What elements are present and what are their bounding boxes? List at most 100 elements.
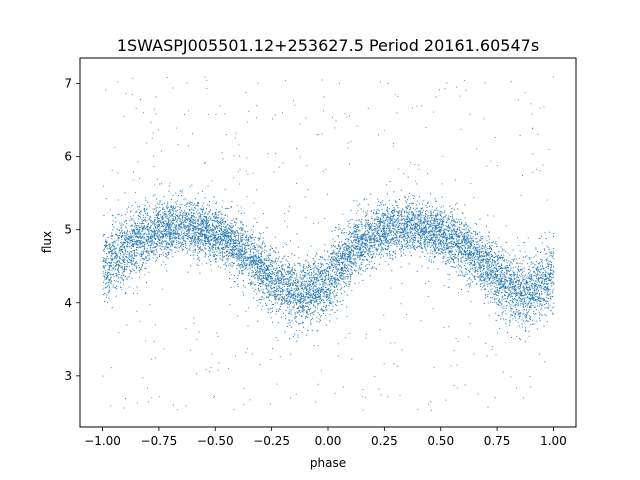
scatter-point [189,201,191,203]
scatter-point [380,249,382,251]
scatter-point [120,236,122,238]
scatter-point [130,270,132,272]
scatter-point [315,288,317,290]
scatter-point [129,238,131,240]
scatter-point [506,280,508,281]
scatter-point [319,283,321,285]
scatter-point [231,220,233,221]
scatter-point [472,259,474,261]
scatter-point [307,296,309,298]
scatter-point [347,248,349,249]
scatter-point [420,235,422,237]
scatter-point [252,282,254,284]
scatter-point [552,292,554,294]
scatter-point [461,241,463,243]
scatter-point [215,217,217,219]
scatter-point [281,272,283,274]
scatter-point [350,239,352,241]
scatter-point [227,235,229,237]
scatter-point [526,320,528,322]
scatter-point [518,283,520,285]
scatter-point [108,268,110,270]
scatter-point [152,250,154,252]
scatter-point [252,275,254,277]
scatter-point [203,226,205,228]
scatter-point [225,235,227,237]
scatter-point [332,265,334,267]
scatter-point [442,222,444,224]
scatter-point [458,261,460,263]
scatter-point [177,219,178,221]
scatter-point [208,239,210,241]
scatter-point [494,260,496,262]
scatter-point [502,248,504,250]
scatter-point [192,215,194,217]
scatter-point [458,274,460,276]
scatter-point [405,200,406,202]
scatter-point [451,232,453,234]
scatter-point [446,245,448,247]
scatter-point [122,236,124,238]
scatter-point [201,208,203,210]
scatter-point [440,219,442,220]
scatter-point [135,235,137,237]
scatter-point [171,207,173,208]
scatter-point [496,295,498,296]
scatter-point [311,299,313,301]
scatter-point [347,249,349,251]
scatter-point [295,283,297,284]
scatter-point [400,214,402,216]
scatter-point [514,279,516,281]
scatter-point [389,181,391,182]
scatter-point [469,246,471,248]
scatter-point [492,276,494,278]
scatter-point [388,246,390,248]
scatter-point [232,248,234,250]
scatter-point [359,249,361,251]
scatter-point [379,219,381,221]
scatter-point [405,196,406,198]
scatter-point [363,210,365,212]
scatter-point [279,282,281,284]
scatter-point [318,273,320,275]
scatter-point [482,238,484,240]
scatter-point [309,309,311,310]
scatter-point [126,220,127,222]
scatter-point [155,260,156,262]
scatter-point [520,269,522,271]
scatter-point [130,229,132,231]
scatter-point [454,242,455,244]
scatter-point [272,283,274,285]
scatter-point [274,296,276,297]
scatter-point [250,243,252,245]
scatter-point [386,239,388,241]
scatter-point [494,242,496,244]
scatter-point [186,212,188,214]
scatter-point [408,220,410,222]
scatter-point [293,293,295,295]
scatter-point [541,259,543,261]
scatter-point [329,314,331,315]
scatter-point [398,210,400,212]
scatter-point [515,292,517,294]
scatter-point [273,251,275,253]
scatter-point [141,242,143,243]
scatter-point [521,283,523,285]
scatter-point [502,296,504,298]
scatter-point [529,294,530,296]
scatter-point [291,277,293,278]
scatter-point [128,275,130,277]
scatter-point [507,294,509,296]
scatter-point [104,262,106,263]
scatter-point [432,220,434,221]
scatter-point [108,289,110,291]
scatter-point [299,276,301,278]
scatter-point [416,228,418,230]
scatter-point [108,282,110,283]
scatter-point [244,247,246,248]
scatter-point [539,301,541,303]
scatter-point [201,210,203,212]
scatter-point [405,233,407,234]
scatter-point [345,283,347,285]
scatter-point [500,266,502,268]
